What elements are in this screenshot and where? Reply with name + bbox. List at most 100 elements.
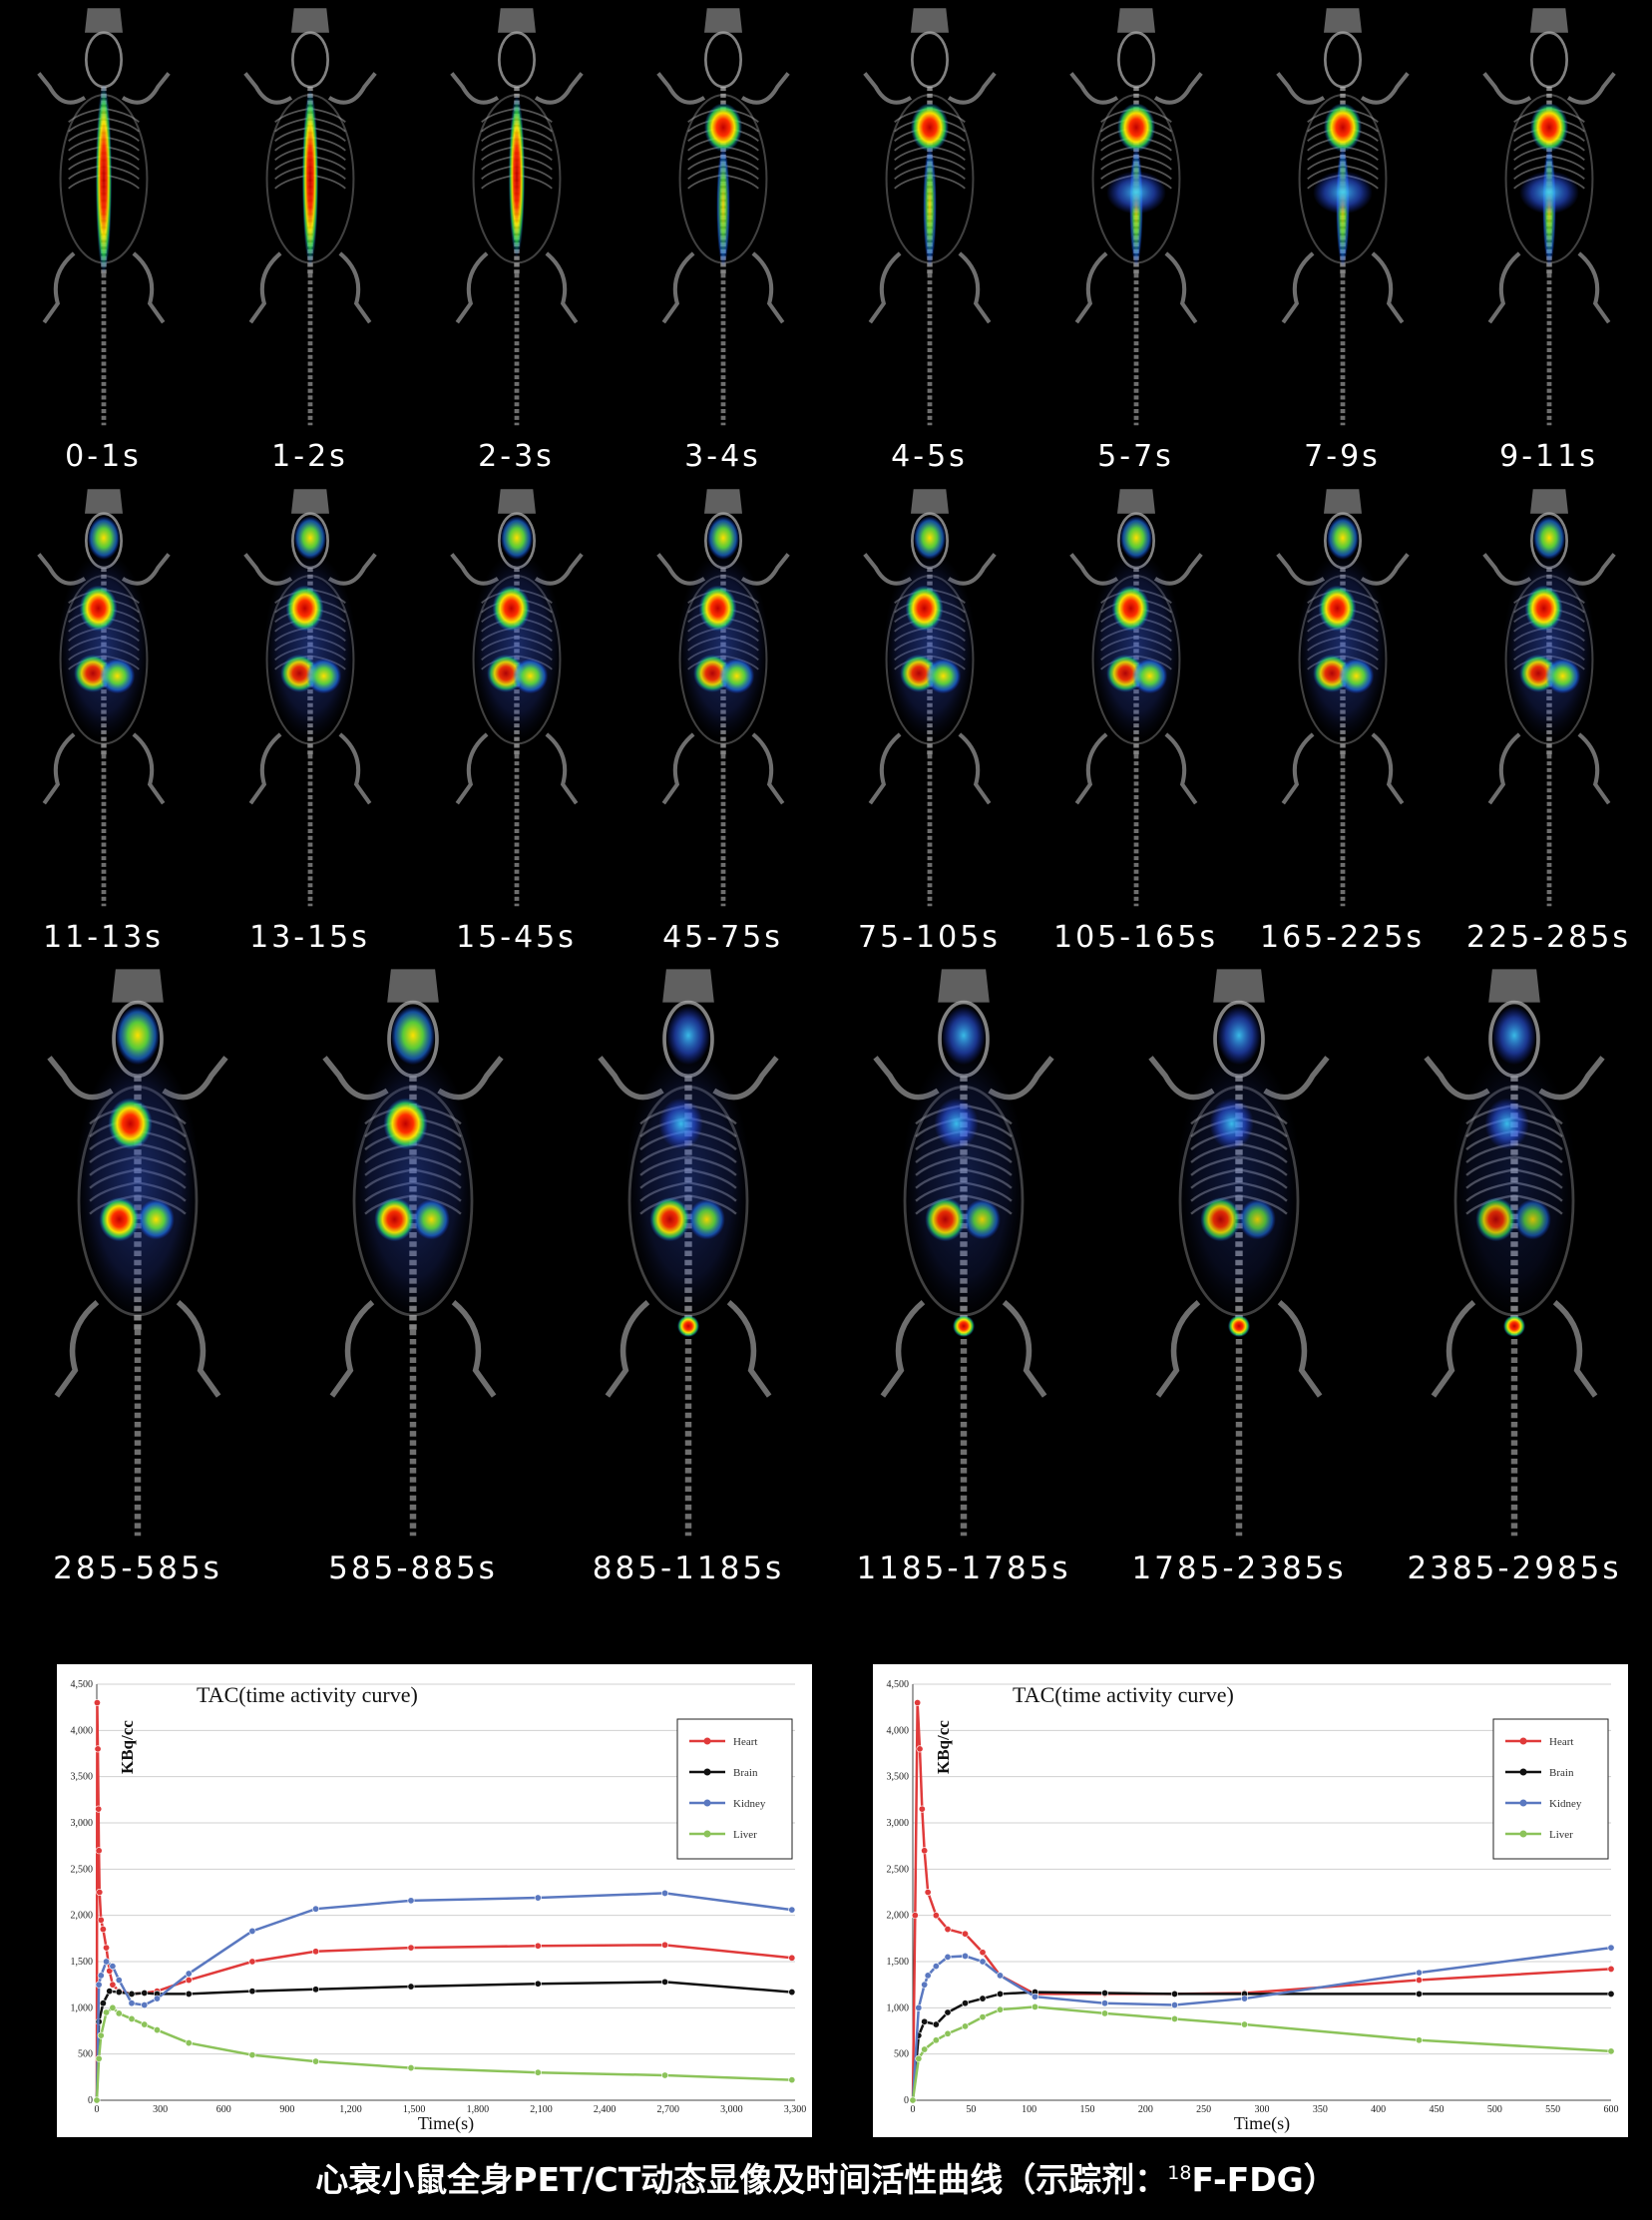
frame-time-label: 105-165s [1053, 920, 1218, 955]
data-point-kidney [103, 1958, 111, 1966]
frame-time-label: 11-13s [43, 920, 164, 955]
data-point-brain [248, 1988, 256, 1996]
scan-frame-image-wrap [0, 481, 206, 920]
y-tick-label: 0 [88, 2095, 93, 2106]
data-point-liver [997, 2005, 1005, 2013]
data-point-brain [106, 1988, 114, 1996]
frame-time-label: 165-225s [1260, 920, 1425, 955]
tac-chart-left-svg: 0 500 1,000 1,500 2,000 2,500 3,000 3,500 4,000 4… [71, 1679, 807, 2134]
chart-title: TAC(time activity curve) [197, 1682, 418, 1707]
x-tick-label: 1,800 [467, 2104, 490, 2115]
y-tick-label: 4,000 [887, 1725, 910, 1736]
data-point-kidney [97, 1972, 105, 1980]
x-tick-label: 400 [1371, 2104, 1386, 2115]
legend-label: Liver [733, 1829, 757, 1841]
scan-frame: 2385-2985s [1377, 962, 1652, 1600]
series-line-kidney [911, 1946, 1612, 2101]
data-point-brain [1170, 1990, 1178, 1998]
data-point-liver [661, 2071, 669, 2079]
data-point-heart [1415, 1977, 1423, 1985]
data-point-heart [534, 1942, 542, 1950]
data-point-brain [141, 1990, 149, 1998]
data-point-liver [141, 2020, 149, 2028]
data-point-heart [95, 1847, 103, 1855]
mouse-scan-image [1148, 969, 1330, 1537]
data-point-kidney [979, 1958, 987, 1966]
scan-frame-image-wrap [0, 962, 275, 1551]
y-tick-label: 0 [904, 2095, 909, 2106]
frame-time-label: 4-5s [891, 439, 968, 474]
scan-frame-image-wrap [1446, 481, 1652, 920]
scan-frame-image-wrap [1239, 481, 1446, 920]
data-point-kidney [141, 2001, 149, 2009]
x-tick-label: 900 [279, 2104, 294, 2115]
data-point-brain [99, 1999, 107, 2007]
frame-time-label: 1-2s [271, 439, 348, 474]
scan-frame-image-wrap [826, 962, 1101, 1551]
legend-label: Liver [1549, 1829, 1573, 1841]
frame-time-label: 75-105s [858, 920, 1001, 955]
x-tick-label: 550 [1545, 2104, 1560, 2115]
data-point-liver [115, 2009, 123, 2017]
data-point-heart [921, 1847, 929, 1855]
scan-frame-image-wrap [0, 0, 206, 439]
y-axis-label: KBq/cc [934, 1720, 953, 1774]
scan-frame: 285-585s [0, 962, 275, 1600]
scan-frame-image-wrap [1239, 0, 1446, 439]
data-point-kidney [932, 1963, 940, 1971]
data-point-kidney [185, 1970, 193, 1978]
mouse-scan-image [242, 489, 377, 907]
x-tick-label: 2,100 [530, 2104, 553, 2115]
scan-frame: 45-75s [620, 481, 826, 962]
data-point-liver [1170, 2014, 1178, 2022]
tac-chart-right-svg: 05001,0001,5002,0002,5003,0003,5004,0004… [887, 1679, 1619, 2134]
data-point-liver [932, 2036, 940, 2044]
frame-row-3: 285-585s 585-885s 885-1185s 1185-1785s 1785-… [0, 962, 1652, 1600]
mouse-scan-image [47, 969, 228, 1537]
scan-frame: 7-9s [1239, 0, 1446, 481]
y-tick-label: 4,000 [71, 1725, 94, 1736]
data-point-liver [788, 2076, 796, 2084]
data-point-liver [153, 2026, 161, 2034]
legend-label: Brain [1549, 1767, 1574, 1779]
frame-time-label: 15-45s [456, 920, 577, 955]
scan-frame: 9-11s [1446, 0, 1652, 481]
y-tick-label: 3,500 [71, 1772, 94, 1783]
frame-time-label: 2-3s [478, 439, 555, 474]
scan-frame: 1785-2385s [1101, 962, 1377, 1600]
x-axis-label: Time(s) [418, 2113, 474, 2134]
data-point-kidney [788, 1906, 796, 1914]
data-point-brain [115, 1989, 123, 1997]
frame-time-label: 1785-2385s [1131, 1551, 1347, 1586]
data-point-liver [1101, 2009, 1109, 2017]
mouse-scan-image [36, 8, 171, 426]
data-point-kidney [109, 1963, 117, 1971]
scan-frame: 5-7s [1032, 0, 1239, 481]
legend-label: Brain [733, 1767, 758, 1779]
data-point-heart [661, 1941, 669, 1949]
scan-frame-image-wrap [1032, 481, 1239, 920]
y-tick-label: 1,500 [887, 1957, 910, 1968]
data-point-heart [93, 1699, 101, 1707]
scan-frame: 225-285s [1446, 481, 1652, 962]
data-point-heart [788, 1954, 796, 1962]
legend-marker [1519, 1737, 1527, 1745]
data-point-heart [312, 1948, 320, 1956]
data-point-liver [1607, 2047, 1615, 2055]
mouse-scan-image [1275, 8, 1410, 426]
data-point-liver [128, 2014, 136, 2022]
frame-time-label: 9-11s [1499, 439, 1598, 474]
frame-time-label: 225-285s [1466, 920, 1631, 955]
data-point-heart [944, 1926, 952, 1934]
series-line-kidney [95, 1892, 792, 2101]
scan-frame: 15-45s [413, 481, 620, 962]
scan-frame: 165-225s [1239, 481, 1446, 962]
data-point-kidney [153, 1995, 161, 2002]
mouse-scan-image [655, 8, 790, 426]
figure-caption: 心衰小鼠全身PET/CT动态显像及时间活性曲线（示踪剂：18F-FDG） [0, 2153, 1652, 2201]
data-point-liver [534, 2068, 542, 2076]
data-point-heart [95, 1805, 103, 1813]
x-tick-label: 500 [1487, 2104, 1502, 2115]
scan-frame-image-wrap [551, 962, 826, 1551]
data-point-liver [109, 2003, 117, 2011]
